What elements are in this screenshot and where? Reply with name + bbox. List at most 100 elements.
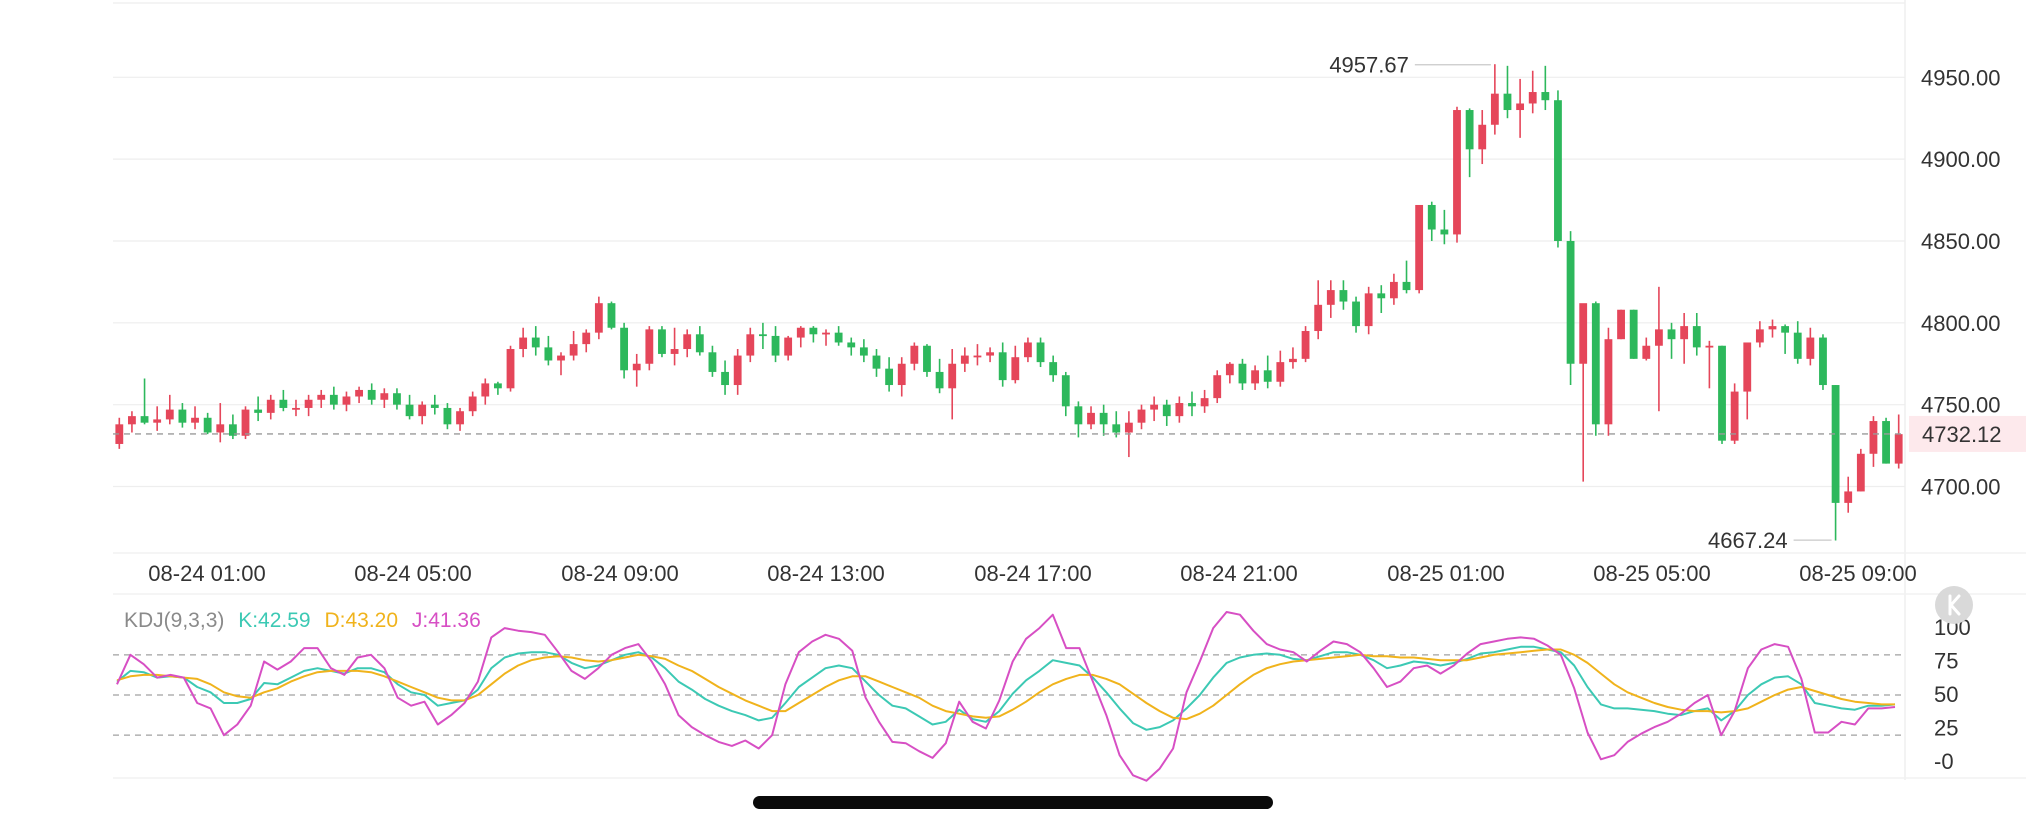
candle[interactable] bbox=[1427, 201, 1436, 241]
candle[interactable] bbox=[1289, 347, 1297, 369]
candle[interactable] bbox=[721, 360, 729, 395]
candle[interactable] bbox=[393, 388, 401, 410]
candle[interactable] bbox=[708, 345, 717, 377]
candle[interactable] bbox=[557, 352, 565, 376]
candle[interactable] bbox=[1074, 401, 1083, 438]
candle[interactable] bbox=[1490, 64, 1499, 135]
collapse-button[interactable] bbox=[1935, 586, 1973, 624]
candle[interactable] bbox=[1655, 286, 1663, 412]
candle[interactable] bbox=[216, 403, 225, 443]
candle[interactable] bbox=[1465, 108, 1474, 178]
candle[interactable] bbox=[1011, 345, 1020, 384]
candle[interactable] bbox=[178, 403, 187, 428]
candle[interactable] bbox=[1856, 448, 1865, 492]
candle[interactable] bbox=[822, 329, 830, 346]
candle[interactable] bbox=[355, 386, 363, 404]
candle[interactable] bbox=[1453, 106, 1461, 243]
candle[interactable] bbox=[910, 342, 919, 371]
candle[interactable] bbox=[1591, 301, 1600, 436]
candle[interactable] bbox=[342, 391, 351, 412]
home-indicator[interactable] bbox=[753, 796, 1273, 809]
candle[interactable] bbox=[292, 399, 300, 417]
candle[interactable] bbox=[1604, 327, 1613, 436]
candle[interactable] bbox=[1894, 414, 1903, 469]
kdj-lines-layer[interactable] bbox=[116, 611, 1896, 782]
candle[interactable] bbox=[569, 331, 578, 361]
candle[interactable] bbox=[885, 357, 894, 392]
candle[interactable] bbox=[1642, 337, 1651, 361]
candle[interactable] bbox=[1402, 260, 1411, 294]
candle[interactable] bbox=[367, 383, 376, 405]
candle[interactable] bbox=[1478, 110, 1487, 165]
candle[interactable] bbox=[531, 326, 540, 356]
candle[interactable] bbox=[1819, 334, 1827, 390]
candle[interactable] bbox=[658, 326, 666, 358]
candle[interactable] bbox=[1238, 358, 1247, 390]
candle[interactable] bbox=[266, 394, 275, 420]
candle[interactable] bbox=[960, 347, 969, 372]
candle[interactable] bbox=[1188, 391, 1196, 417]
candle[interactable] bbox=[1629, 309, 1638, 359]
candle[interactable] bbox=[784, 335, 793, 361]
candle[interactable] bbox=[1730, 383, 1739, 444]
candle[interactable] bbox=[859, 339, 868, 363]
candle[interactable] bbox=[1024, 337, 1032, 363]
candle[interactable] bbox=[544, 335, 553, 366]
candles-layer[interactable] bbox=[115, 64, 1903, 541]
candle[interactable] bbox=[872, 349, 881, 377]
candle[interactable] bbox=[418, 401, 427, 425]
candle[interactable] bbox=[834, 326, 843, 346]
candle[interactable] bbox=[973, 344, 982, 366]
candle[interactable] bbox=[304, 394, 313, 417]
candle[interactable] bbox=[1352, 296, 1360, 333]
candle[interactable] bbox=[1743, 342, 1752, 420]
candle[interactable] bbox=[1755, 321, 1764, 348]
candle[interactable] bbox=[759, 322, 767, 350]
candle[interactable] bbox=[645, 326, 654, 371]
candle[interactable] bbox=[1049, 355, 1058, 382]
candle[interactable] bbox=[1276, 350, 1285, 387]
kdj-d-line[interactable] bbox=[116, 648, 1895, 721]
candle[interactable] bbox=[153, 406, 162, 431]
candle[interactable] bbox=[607, 301, 616, 330]
candle[interactable] bbox=[998, 342, 1007, 387]
candle[interactable] bbox=[1200, 389, 1209, 413]
candle[interactable] bbox=[1882, 417, 1890, 464]
candle[interactable] bbox=[771, 326, 780, 363]
candle[interactable] bbox=[443, 403, 452, 430]
candle[interactable] bbox=[1036, 337, 1045, 368]
candle[interactable] bbox=[317, 389, 326, 408]
candle[interactable] bbox=[1389, 273, 1398, 305]
candle[interactable] bbox=[695, 326, 704, 356]
candle[interactable] bbox=[670, 327, 679, 366]
candle[interactable] bbox=[1263, 355, 1272, 389]
candle[interactable] bbox=[1617, 309, 1625, 340]
candle[interactable] bbox=[380, 388, 389, 408]
candle[interactable] bbox=[140, 378, 149, 425]
candle[interactable] bbox=[519, 327, 528, 358]
candle[interactable] bbox=[620, 322, 629, 379]
kdj-j-line[interactable] bbox=[116, 611, 1896, 782]
candle[interactable] bbox=[405, 394, 414, 420]
candle[interactable] bbox=[1806, 327, 1815, 366]
candle[interactable] bbox=[683, 329, 692, 358]
candle[interactable] bbox=[1440, 209, 1449, 245]
kdj-k-line[interactable] bbox=[116, 645, 1896, 731]
candle[interactable] bbox=[1503, 65, 1512, 119]
candle[interactable] bbox=[1554, 90, 1562, 248]
candle[interactable] bbox=[594, 296, 603, 340]
candle[interactable] bbox=[493, 381, 502, 395]
candle[interactable] bbox=[456, 407, 464, 431]
candle[interactable] bbox=[796, 326, 805, 348]
candle[interactable] bbox=[1301, 326, 1310, 363]
candle[interactable] bbox=[733, 349, 742, 395]
candle[interactable] bbox=[847, 337, 856, 356]
candle[interactable] bbox=[1415, 204, 1424, 294]
candle[interactable] bbox=[468, 391, 477, 417]
candle[interactable] bbox=[935, 358, 944, 394]
candle[interactable] bbox=[1705, 340, 1714, 389]
candle[interactable] bbox=[1175, 396, 1184, 423]
candle[interactable] bbox=[1831, 385, 1840, 541]
candle[interactable] bbox=[1377, 285, 1386, 314]
candle[interactable] bbox=[1339, 280, 1348, 310]
